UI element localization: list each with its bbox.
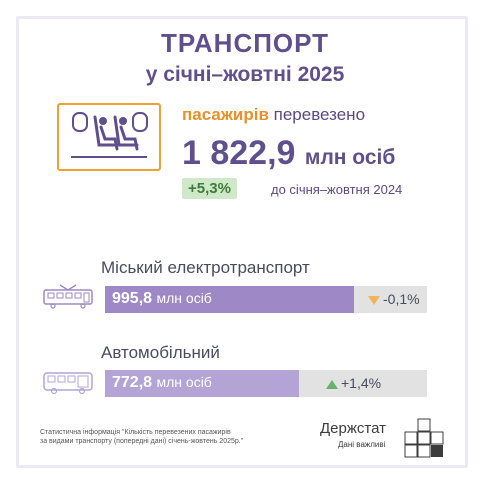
total-change-text: до січня–жовтня 2024 xyxy=(271,182,403,197)
total-value: 1 822,9 xyxy=(182,134,296,172)
bar-fill-tram xyxy=(105,286,355,313)
passengers-caption: пасажирів перевезено xyxy=(182,105,365,125)
bar-fill-bus xyxy=(105,370,299,397)
bar-value-unit: млн осіб xyxy=(156,374,212,390)
footnote-line-1: Статистична інформація "Кількість переве… xyxy=(40,429,231,436)
tram-icon xyxy=(43,284,93,309)
bar-change-tram: -0,1% xyxy=(368,291,420,307)
source-footnote: Статистична інформація "Кількість переве… xyxy=(40,428,300,446)
page-title: ТРАНСПОРТ xyxy=(160,28,330,58)
row-label-tram: Міський електротранспорт xyxy=(101,258,310,277)
bar-value-unit: млн осіб xyxy=(156,290,212,306)
passengers-text: перевезено xyxy=(268,105,366,124)
bar-value-number: 995,8 xyxy=(112,290,153,307)
bar-change-value: -0,1% xyxy=(383,291,420,307)
row-label-bus: Автомобільний xyxy=(101,343,220,362)
bar-change-bus: +1,4% xyxy=(326,375,381,391)
total-unit: млн осіб xyxy=(304,146,396,169)
passenger-seats-icon xyxy=(57,103,161,171)
bar-change-value: +1,4% xyxy=(341,375,382,391)
arrow-up-icon xyxy=(326,379,338,389)
bar-value-number: 772,8 xyxy=(112,374,153,391)
total-change-badge: +5,3% xyxy=(182,178,237,199)
infographic-card xyxy=(16,16,468,468)
bar-track-tram: 995,8 млн осіб -0,1% xyxy=(105,286,427,313)
total-passengers: 1 822,9 млн осіб xyxy=(182,134,395,173)
logo-grid-icon xyxy=(404,418,444,458)
bar-track-bus: 772,8 млн осіб +1,4% xyxy=(105,370,427,397)
passengers-highlight: пасажирів xyxy=(182,105,269,124)
bus-icon xyxy=(43,372,93,395)
page-subtitle: у січні–жовтні 2025 xyxy=(145,63,345,86)
footnote-line-2: за видами транспорту (попередні дані) сі… xyxy=(40,438,244,445)
logo-name: Держстат xyxy=(320,420,386,437)
logo-slogan: Дані важливі xyxy=(338,440,386,449)
bar-value-bus: 772,8 млн осіб xyxy=(112,374,212,392)
arrow-down-icon xyxy=(368,295,380,305)
bar-value-tram: 995,8 млн осіб xyxy=(112,290,212,308)
